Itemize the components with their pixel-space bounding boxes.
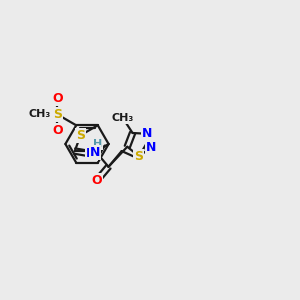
Text: N: N: [90, 146, 101, 159]
Text: H: H: [93, 140, 102, 149]
Text: O: O: [92, 174, 102, 187]
Text: O: O: [52, 92, 63, 105]
Text: N: N: [142, 127, 152, 140]
Text: CH₃: CH₃: [112, 113, 134, 123]
Text: N: N: [86, 147, 97, 161]
Text: S: S: [53, 108, 62, 121]
Text: S: S: [134, 149, 143, 163]
Text: O: O: [52, 124, 63, 136]
Text: S: S: [76, 129, 85, 142]
Text: N: N: [146, 142, 156, 154]
Text: CH₃: CH₃: [29, 110, 51, 119]
